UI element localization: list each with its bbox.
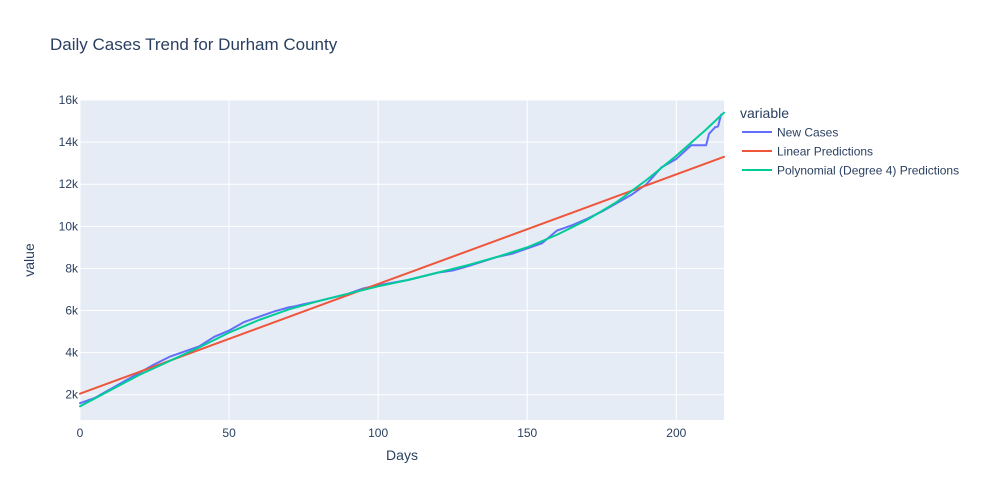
y-tick-label: 4k (65, 346, 79, 360)
legend-label-linear-predictions: Linear Predictions (777, 145, 873, 159)
legend: variable New Cases Linear Predictions Po… (740, 105, 959, 178)
x-tick-label: 150 (517, 426, 537, 440)
legend-item-polynomial-predictions[interactable]: Polynomial (Degree 4) Predictions (742, 164, 959, 178)
legend-label-new-cases: New Cases (777, 126, 838, 140)
chart-title: Daily Cases Trend for Durham County (50, 35, 338, 54)
y-axis-title: value (21, 243, 37, 277)
grid-lines (79, 99, 724, 420)
plot-area (80, 100, 724, 420)
x-tick-label: 0 (77, 426, 84, 440)
series-line-linear-predictions[interactable] (79, 155, 725, 395)
y-tick-label: 8k (65, 261, 79, 275)
y-tick-label: 10k (59, 219, 79, 233)
legend-item-linear-predictions[interactable]: Linear Predictions (742, 145, 873, 159)
y-tick-label: 2k (65, 388, 79, 402)
legend-label-polynomial-predictions: Polynomial (Degree 4) Predictions (777, 164, 959, 178)
y-tick-label: 12k (59, 177, 79, 191)
y-tick-label: 6k (65, 304, 79, 318)
axis-ticks: 0 50 100 150 200 2k 4k 6k 8k 10k 12k 14k 16k (59, 93, 687, 440)
y-tick-label: 16k (59, 93, 79, 107)
series-line-polynomial-degree-4-predictions[interactable] (79, 111, 725, 408)
x-tick-label: 50 (222, 426, 236, 440)
series-layer (79, 111, 725, 408)
x-axis-title: Days (386, 447, 418, 463)
legend-title: variable (740, 105, 789, 121)
y-tick-label: 14k (59, 135, 79, 149)
x-tick-label: 200 (666, 426, 686, 440)
legend-item-new-cases[interactable]: New Cases (742, 126, 838, 140)
x-tick-label: 100 (368, 426, 388, 440)
